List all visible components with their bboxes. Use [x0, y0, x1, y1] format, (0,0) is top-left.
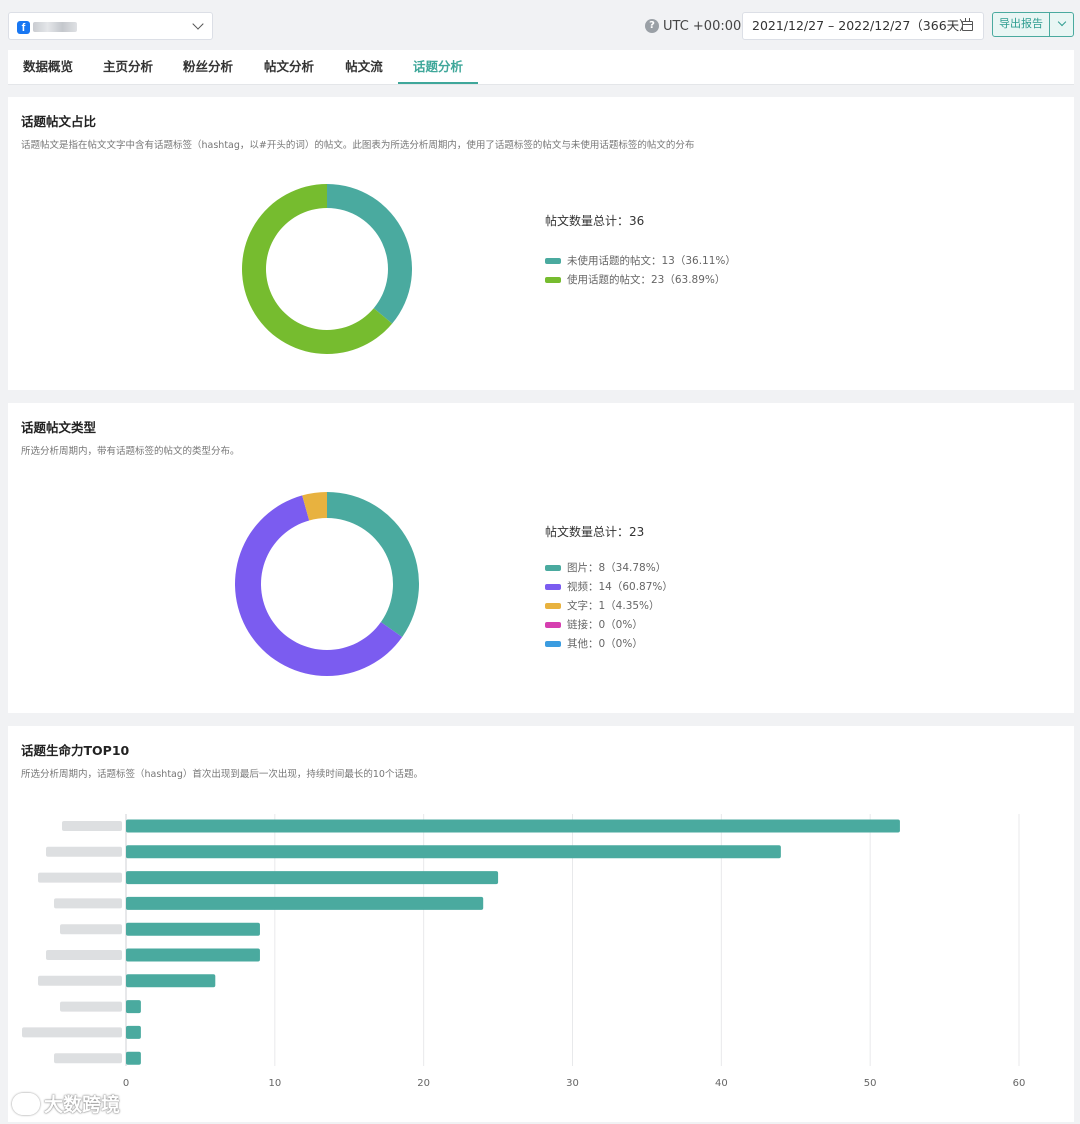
legend-swatch [545, 564, 561, 571]
legend-label: 未使用话题的帖文：13（36.11%） [567, 255, 736, 267]
topic-type-donut-chart [235, 492, 419, 676]
donut-slice-图片[interactable] [327, 492, 419, 638]
topic-type-legend: 帖文数量总计：23 图片：8（34.78%） 视频：14（60.87%） 文字：… [545, 523, 673, 653]
topic-label-blurred [60, 1001, 122, 1012]
date-range-value: 2021/12/27 – 2022/12/27（366天） [752, 18, 972, 33]
x-tick-label: 0 [123, 1078, 129, 1089]
topic-label-blurred [22, 1027, 122, 1038]
topic-label-blurred [46, 846, 122, 857]
tab-page-analysis[interactable]: 主页分析 [102, 59, 153, 74]
x-tick-label: 40 [715, 1078, 728, 1089]
topic-label-blurred [54, 898, 122, 909]
bar[interactable] [126, 1025, 141, 1039]
watermark: 大数跨境 [12, 1090, 120, 1117]
topic-post-ratio-card: 话题帖文占比 话题帖文是指在帖文文字中含有话题标签（hashtag，以#开头的词… [8, 97, 1074, 390]
donut-slice-使用话题的帖文[interactable] [242, 184, 393, 354]
chevron-down-icon [1057, 17, 1067, 27]
donut-slice-视频[interactable] [235, 495, 403, 676]
bar[interactable] [126, 896, 484, 910]
x-tick-label: 30 [566, 1078, 579, 1089]
legend-swatch [545, 257, 561, 264]
topic-label-blurred [62, 821, 122, 831]
topic-label-blurred [60, 924, 122, 935]
legend-swatch [545, 621, 561, 628]
bar[interactable] [126, 948, 260, 962]
card-description: 所选分析周期内，话题标签（hashtag）首次出现到最后一次出现，持续时间最长的… [21, 769, 423, 780]
card-description: 所选分析周期内，带有话题标签的帖文的类型分布。 [21, 446, 240, 457]
topic-label-blurred [46, 950, 122, 960]
bar[interactable] [126, 974, 216, 988]
watermark-text: 大数跨境 [44, 1094, 121, 1116]
topic-label-blurred [38, 872, 122, 883]
topic-ratio-donut-chart [242, 184, 412, 354]
topic-ratio-legend: 帖文数量总计：36 未使用话题的帖文：13（36.11%） 使用话题的帖文：23… [545, 212, 736, 289]
export-button-group: 导出报告 [992, 12, 1074, 37]
card-description: 话题帖文是指在帖文文字中含有话题标签（hashtag，以#开头的词）的帖文。此图… [21, 140, 695, 151]
card-title: 话题帖文类型 [21, 420, 97, 435]
legend-swatch [545, 583, 561, 590]
topic-lifetime-bar-chart: 0 10 20 30 40 50 60 [22, 814, 1026, 1089]
top-bar: f ? UTC +00:00 2021/12/27 – 2022/12/27（3… [0, 0, 1080, 50]
bar[interactable] [126, 819, 900, 833]
topic-label-blurred [38, 975, 122, 986]
help-icon[interactable]: ? [645, 19, 659, 33]
legend-swatch [545, 276, 561, 283]
watermark-logo-icon [12, 1092, 40, 1115]
tab-topic-analysis[interactable]: 话题分析 [398, 50, 478, 84]
export-dropdown-button[interactable] [1050, 13, 1073, 36]
date-range-picker[interactable]: 2021/12/27 – 2022/12/27（366天） [742, 12, 984, 40]
x-tick-label: 50 [864, 1078, 877, 1089]
x-tick-label: 60 [1013, 1078, 1026, 1089]
legend-label: 其他：0（0%） [567, 638, 643, 650]
legend-label: 视频：14（60.87%） [567, 581, 673, 593]
x-tick-label: 10 [268, 1078, 281, 1089]
bar[interactable] [126, 1000, 141, 1014]
legend-label: 链接：0（0%） [567, 619, 643, 631]
legend-label: 使用话题的帖文：23（63.89%） [567, 274, 726, 286]
bar[interactable] [126, 922, 260, 936]
export-report-button[interactable]: 导出报告 [993, 13, 1050, 36]
account-name-blurred [33, 22, 77, 32]
facebook-icon: f [17, 21, 30, 34]
tab-overview[interactable]: 数据概览 [22, 59, 73, 74]
tab-post-stream[interactable]: 帖文流 [345, 59, 383, 74]
legend-item[interactable]: 其他：0（0%） [545, 634, 673, 653]
donut-slice-未使用话题的帖文[interactable] [327, 184, 412, 324]
chevron-down-icon [192, 18, 204, 30]
tab-bar: 数据概览 主页分析 粉丝分析 帖文分析 帖文流 话题分析 [8, 50, 1074, 85]
bar[interactable] [126, 1051, 141, 1065]
legend-item[interactable]: 图片：8（34.78%） [545, 558, 673, 577]
total-count: 帖文数量总计：36 [545, 214, 645, 228]
bar[interactable] [126, 845, 781, 859]
legend-item[interactable]: 使用话题的帖文：23（63.89%） [545, 270, 736, 289]
bar[interactable] [126, 871, 499, 885]
topic-label-blurred [54, 1053, 122, 1064]
card-title: 话题生命力TOP10 [21, 743, 130, 758]
legend-swatch [545, 602, 561, 609]
topic-lifetime-card: 话题生命力TOP10 所选分析周期内，话题标签（hashtag）首次出现到最后一… [8, 726, 1074, 1122]
tab-post-analysis[interactable]: 帖文分析 [263, 59, 314, 74]
topic-post-type-card: 话题帖文类型 所选分析周期内，带有话题标签的帖文的类型分布。 帖文数量总计：23… [8, 403, 1074, 713]
donut-slice-文字[interactable] [302, 492, 327, 521]
total-count: 帖文数量总计：23 [545, 525, 645, 539]
calendar-icon [962, 18, 973, 31]
legend-swatch [545, 640, 561, 647]
legend-item[interactable]: 未使用话题的帖文：13（36.11%） [545, 251, 736, 270]
x-tick-label: 20 [417, 1078, 430, 1089]
legend-item[interactable]: 文字：1（4.35%） [545, 596, 673, 615]
tab-fans-analysis[interactable]: 粉丝分析 [182, 59, 233, 74]
legend-item[interactable]: 视频：14（60.87%） [545, 577, 673, 596]
account-select[interactable]: f [8, 12, 213, 40]
timezone-label: UTC +00:00 [663, 18, 742, 34]
legend-item[interactable]: 链接：0（0%） [545, 615, 673, 634]
legend-label: 文字：1（4.35%） [567, 600, 660, 612]
legend-label: 图片：8（34.78%） [567, 562, 667, 574]
card-title: 话题帖文占比 [21, 114, 97, 129]
timezone: ? UTC +00:00 [645, 17, 741, 35]
